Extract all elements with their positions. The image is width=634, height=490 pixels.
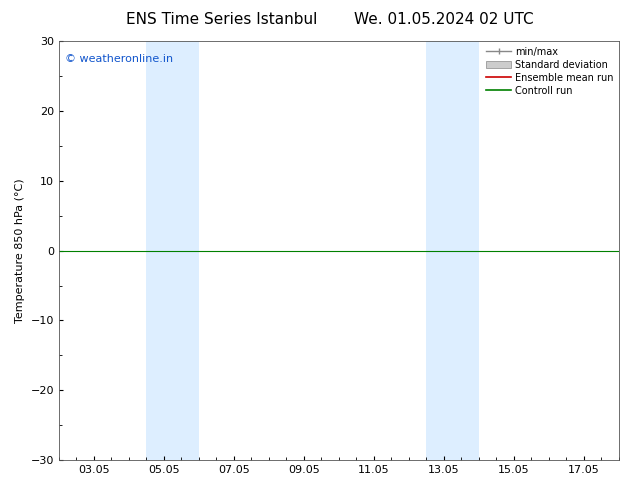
- Bar: [427, 41, 444, 460]
- Legend: min/max, Standard deviation, Ensemble mean run, Controll run: min/max, Standard deviation, Ensemble me…: [482, 43, 617, 99]
- Text: © weatheronline.in: © weatheronline.in: [65, 53, 172, 64]
- Y-axis label: Temperature 850 hPa (°C): Temperature 850 hPa (°C): [15, 178, 25, 323]
- Bar: [444, 41, 479, 460]
- Text: ENS Time Series Istanbul: ENS Time Series Istanbul: [126, 12, 318, 27]
- Bar: [164, 41, 199, 460]
- Text: We. 01.05.2024 02 UTC: We. 01.05.2024 02 UTC: [354, 12, 534, 27]
- Bar: [146, 41, 164, 460]
